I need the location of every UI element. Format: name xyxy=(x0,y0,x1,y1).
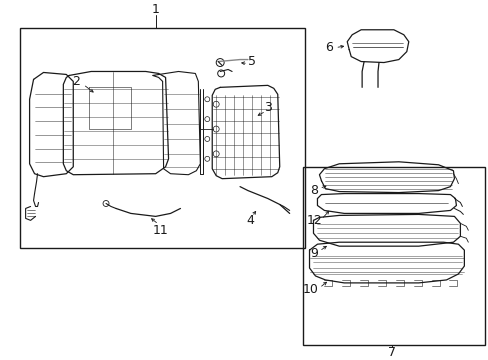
Bar xyxy=(20,28,304,248)
Text: 9: 9 xyxy=(310,247,318,260)
Text: 5: 5 xyxy=(247,55,255,68)
Text: 6: 6 xyxy=(325,41,333,54)
Text: 4: 4 xyxy=(245,214,253,227)
Bar xyxy=(302,167,484,346)
Text: 11: 11 xyxy=(152,224,168,237)
Text: 12: 12 xyxy=(306,214,322,227)
Text: 10: 10 xyxy=(302,283,318,296)
Text: 2: 2 xyxy=(72,75,80,88)
Text: 1: 1 xyxy=(151,4,159,17)
Text: 7: 7 xyxy=(387,346,395,359)
Text: 8: 8 xyxy=(310,184,318,197)
Text: 3: 3 xyxy=(264,101,271,114)
